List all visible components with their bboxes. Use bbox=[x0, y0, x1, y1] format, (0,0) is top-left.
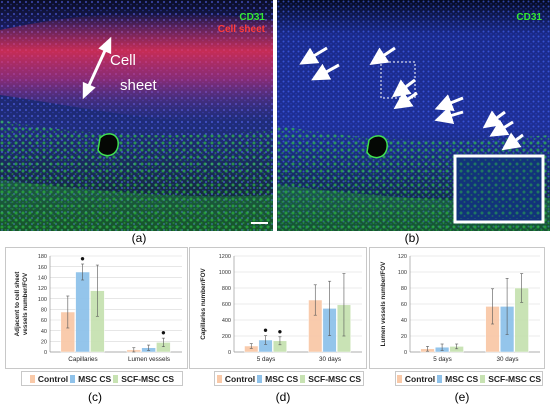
y-axis-title-line2: vessels number/FOV bbox=[22, 272, 29, 335]
y-tick-label: 120 bbox=[38, 286, 47, 292]
caption-d: (d) bbox=[275, 390, 291, 404]
y-tick-label: 20 bbox=[401, 334, 407, 340]
significance-marker: ● bbox=[80, 254, 85, 263]
y-tick-label: 80 bbox=[41, 308, 47, 314]
legend-label-msc: MSC CS bbox=[265, 373, 299, 384]
legend-swatch-msc bbox=[437, 374, 443, 383]
legend-swatch-scf bbox=[113, 374, 119, 383]
microscopy-image-a: Cell sheet CD31 Cell sheet bbox=[0, 0, 273, 231]
y-tick-label: 40 bbox=[401, 318, 407, 324]
y-tick-label: 80 bbox=[401, 286, 407, 292]
legend-d: Control MSC CS SCF-MSC CS bbox=[214, 371, 364, 386]
fluorescence-image-b bbox=[277, 0, 550, 231]
cell-sheet-label-a: Cell sheet bbox=[217, 24, 265, 35]
legend-label-control: Control bbox=[404, 373, 436, 384]
chart-d-frame: 0 200 400 600 800 1000 1200 Capillaries number/… bbox=[189, 247, 367, 369]
x-category-label: 5 days bbox=[433, 356, 452, 363]
legend-swatch-control bbox=[216, 374, 222, 383]
chart-c-frame: 0 20 40 60 80 100 120 140 160 180 Adjacent to cell… bbox=[5, 247, 188, 369]
x-category-label: 30 days bbox=[496, 356, 518, 363]
y-tick-label: 60 bbox=[401, 302, 407, 308]
legend-swatch-scf bbox=[480, 374, 486, 383]
y-axis-title-line1: Adjacent to cell sheet bbox=[14, 271, 21, 337]
legend-swatch-control bbox=[29, 374, 35, 383]
x-category-label: Lumen vessels bbox=[128, 356, 170, 363]
legend-swatch-scf bbox=[300, 374, 306, 383]
legend-swatch-msc bbox=[70, 374, 76, 383]
y-axis-title: Lumen vessels number/FOV bbox=[380, 261, 387, 346]
y-tick-label: 120 bbox=[398, 254, 407, 260]
caption-a: (a) bbox=[131, 231, 147, 245]
cell-sheet-arrow-text-2: sheet bbox=[120, 77, 158, 94]
y-tick-label: 200 bbox=[222, 334, 231, 340]
caption-e: (e) bbox=[454, 390, 470, 404]
y-tick-label: 140 bbox=[38, 276, 47, 282]
y-tick-label: 800 bbox=[222, 286, 231, 292]
y-axis-title: Capillaries number/FOV bbox=[200, 268, 207, 340]
y-tick-label: 40 bbox=[41, 329, 47, 335]
microscopy-image-b: CD31 bbox=[277, 0, 550, 231]
cd31-label-a: CD31 bbox=[239, 12, 265, 23]
cd31-label-b: CD31 bbox=[516, 12, 542, 23]
legend-label-control: Control bbox=[224, 373, 256, 384]
y-tick-label: 100 bbox=[398, 270, 407, 276]
significance-marker: ● bbox=[263, 326, 268, 335]
y-tick-label: 400 bbox=[222, 318, 231, 324]
legend-c: Control MSC CS SCF-MSC CS bbox=[21, 371, 183, 386]
caption-c: (c) bbox=[88, 390, 102, 404]
y-tick-label: 600 bbox=[222, 302, 231, 308]
y-tick-label: 0 bbox=[404, 350, 407, 356]
legend-label-control: Control bbox=[37, 373, 69, 384]
legend-label-msc: MSC CS bbox=[78, 373, 112, 384]
chart-c: 0 20 40 60 80 100 120 140 160 180 Adjacent to cell… bbox=[14, 254, 182, 363]
cell-sheet-arrow-text-1: Cell bbox=[110, 52, 136, 69]
chart-e: 0 20 40 60 80 100 120 Lumen vessels number/FOV 5… bbox=[380, 254, 540, 363]
x-category-label: Capillaries bbox=[68, 356, 97, 363]
legend-label-scf: SCF-MSC CS bbox=[121, 373, 175, 384]
legend-label-scf: SCF-MSC CS bbox=[488, 373, 542, 384]
legend-e: Control MSC CS SCF-MSC CS bbox=[395, 371, 543, 386]
legend-label-msc: MSC CS bbox=[445, 373, 479, 384]
x-category-label: 30 days bbox=[319, 356, 341, 363]
fluorescence-image-a: Cell sheet bbox=[0, 0, 273, 231]
significance-marker: ● bbox=[278, 327, 283, 336]
bar-msc_cs bbox=[75, 271, 90, 353]
y-tick-label: 20 bbox=[41, 340, 47, 346]
x-category-label: 5 days bbox=[257, 356, 276, 363]
y-tick-label: 0 bbox=[44, 350, 47, 356]
chart-d: 0 200 400 600 800 1000 1200 Capillaries number/… bbox=[200, 254, 362, 363]
y-tick-label: 180 bbox=[38, 254, 47, 260]
y-tick-label: 100 bbox=[38, 297, 47, 303]
chart-e-frame: 0 20 40 60 80 100 120 Lumen vessels number/FOV 5… bbox=[369, 247, 545, 369]
legend-label-scf: SCF-MSC CS bbox=[308, 373, 362, 384]
legend-swatch-control bbox=[396, 374, 402, 383]
legend-swatch-msc bbox=[257, 374, 263, 383]
y-tick-label: 0 bbox=[228, 350, 231, 356]
caption-b: (b) bbox=[404, 231, 420, 245]
significance-marker: ● bbox=[161, 328, 166, 337]
y-tick-label: 1000 bbox=[219, 270, 231, 276]
y-tick-label: 160 bbox=[38, 265, 47, 271]
y-tick-label: 1200 bbox=[219, 254, 231, 260]
y-tick-label: 60 bbox=[41, 318, 47, 324]
